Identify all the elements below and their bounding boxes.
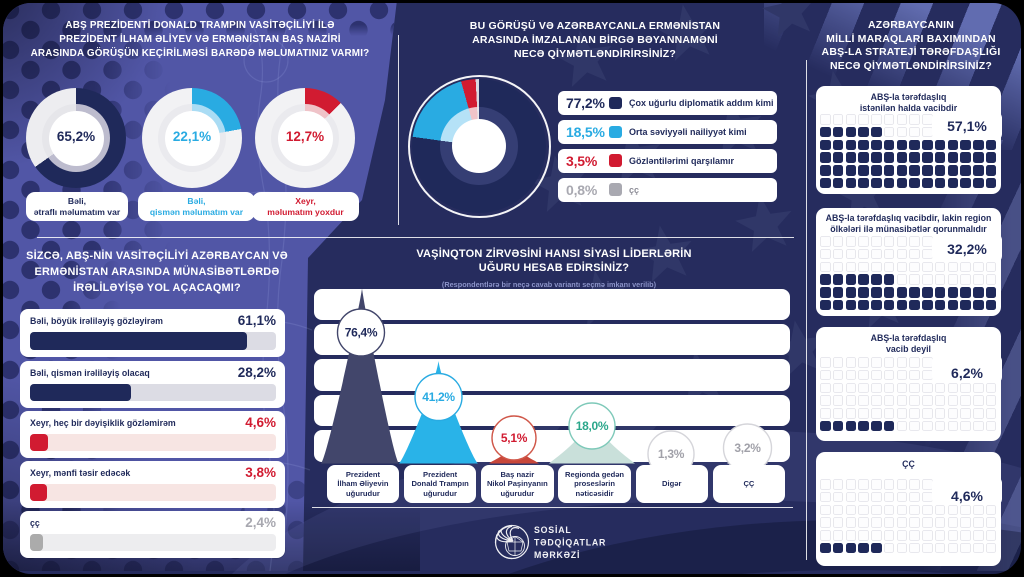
svg-text:3,2%: 3,2% [734, 441, 761, 455]
svg-text:76,4%: 76,4% [345, 326, 378, 340]
svg-text:SOSİAL: SOSİAL [534, 525, 572, 535]
svg-text:1,3%: 1,3% [658, 447, 685, 461]
svg-text:5,1%: 5,1% [501, 431, 528, 445]
svg-text:MƏRKƏZİ: MƏRKƏZİ [534, 550, 580, 560]
svg-text:41,2%: 41,2% [422, 390, 455, 404]
svg-text:TƏDQİQATLAR: TƏDQİQATLAR [534, 538, 606, 548]
svg-text:18,0%: 18,0% [576, 419, 609, 433]
